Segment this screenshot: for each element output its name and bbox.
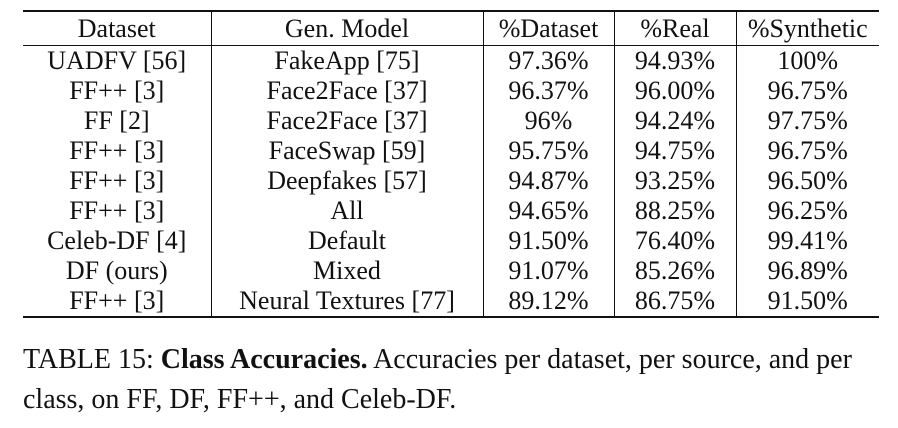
cell-gen-model: Neural Textures [77] [210, 286, 483, 318]
table-header-row: Dataset Gen. Model %Dataset %Real %Synth… [23, 11, 879, 46]
cell-pct-synthetic: 91.50% [735, 286, 879, 318]
cell-pct-synthetic: 96.75% [735, 76, 879, 106]
cell-pct-synthetic: 96.50% [735, 166, 879, 196]
header-gen-model: Gen. Model [210, 11, 483, 46]
cell-pct-synthetic: 100% [735, 45, 879, 76]
header-dataset: Dataset [23, 11, 211, 46]
cell-pct-real: 93.25% [613, 166, 736, 196]
cell-pct-real: 94.93% [613, 45, 736, 76]
cell-dataset: FF++ [3] [69, 136, 165, 165]
cell-pct-dataset: 94.87% [482, 166, 614, 196]
cell-dataset: FF [2] [83, 106, 150, 135]
caption-label: TABLE 15: [23, 344, 161, 375]
cell-dataset: FF++ [3] [23, 286, 211, 318]
cell-pct-dataset: 94.65% [482, 196, 614, 226]
cell-gen-model: FakeApp [75] [210, 45, 483, 76]
class-accuracies-table: Dataset Gen. Model %Dataset %Real %Synth… [23, 10, 879, 318]
cell-pct-synthetic: 96.75% [735, 136, 879, 166]
table-body: UADFV [56] FakeApp [75] 97.36% 94.93% 100% FF… [23, 45, 879, 318]
table-row: FF [2] Face2Face [37] 96% 94.24% 97.75% [23, 106, 879, 136]
cell-pct-real: 86.75% [613, 286, 736, 318]
cell-pct-real: 96.00% [613, 76, 736, 106]
cell-pct-dataset: 91.07% [482, 256, 614, 286]
header-pct-synthetic: %Synthetic [735, 11, 879, 46]
cell-gen-model: Mixed [210, 256, 483, 286]
cell-pct-synthetic: 96.25% [735, 196, 879, 226]
cell-pct-dataset: 95.75% [482, 136, 614, 166]
cell-pct-dataset: 96.37% [482, 76, 614, 106]
cell-dataset: FF++ [3] [69, 166, 165, 195]
class-accuracies-table-container: Dataset Gen. Model %Dataset %Real %Synth… [23, 10, 879, 318]
table-row: FF++ [3] Deepfakes [57] 94.87% 93.25% 96.50% [23, 166, 879, 196]
cell-dataset: UADFV [56] [47, 46, 187, 75]
table-row: FF++ [3] All 94.65% 88.25% 96.25% [23, 196, 879, 226]
cell-gen-model: All [210, 196, 483, 226]
table-caption: TABLE 15: Class Accuracies. Accuracies p… [23, 340, 883, 420]
cell-gen-model: FaceSwap [59] [210, 136, 483, 166]
cell-gen-model: Default [210, 226, 483, 256]
table-row: FF++ [3] Neural Textures [77] 89.12% 86.75%… [23, 286, 879, 318]
cell-pct-synthetic: 99.41% [735, 226, 879, 256]
cell-pct-dataset: 97.36% [482, 45, 614, 76]
table-row: FF++ [3] FaceSwap [59] 95.75% 94.75% 96.75% [23, 136, 879, 166]
cell-pct-real: 76.40% [613, 226, 736, 256]
cell-pct-dataset: 89.12% [482, 286, 614, 318]
table-row: Celeb-DF [4] Default 91.50% 76.40% 99.41% [23, 226, 879, 256]
header-pct-dataset: %Dataset [482, 11, 614, 46]
cell-dataset: Celeb-DF [4] [47, 226, 187, 255]
cell-dataset: FF++ [3] [69, 76, 165, 105]
cell-pct-synthetic: 97.75% [735, 106, 879, 136]
caption-text: Accuracies per dataset, per source, and … [23, 344, 852, 415]
cell-pct-real: 94.24% [613, 106, 736, 136]
header-pct-real: %Real [613, 11, 736, 46]
table-row: UADFV [56] FakeApp [75] 97.36% 94.93% 100% [23, 45, 879, 76]
cell-pct-real: 94.75% [613, 136, 736, 166]
cell-dataset: FF++ [3] [69, 196, 165, 225]
cell-pct-real: 88.25% [613, 196, 736, 226]
cell-pct-dataset: 91.50% [482, 226, 614, 256]
caption-title: Class Accuracies. [160, 344, 368, 375]
cell-pct-synthetic: 96.89% [735, 256, 879, 286]
cell-gen-model: Face2Face [37] [210, 106, 483, 136]
table-row: DF (ours) Mixed 91.07% 85.26% 96.89% [23, 256, 879, 286]
table-row: FF++ [3] Face2Face [37] 96.37% 96.00% 96.75% [23, 76, 879, 106]
cell-gen-model: Face2Face [37] [210, 76, 483, 106]
cell-dataset: DF (ours) [65, 256, 168, 285]
cell-pct-real: 85.26% [613, 256, 736, 286]
cell-gen-model: Deepfakes [57] [210, 166, 483, 196]
cell-pct-dataset: 96% [482, 106, 614, 136]
